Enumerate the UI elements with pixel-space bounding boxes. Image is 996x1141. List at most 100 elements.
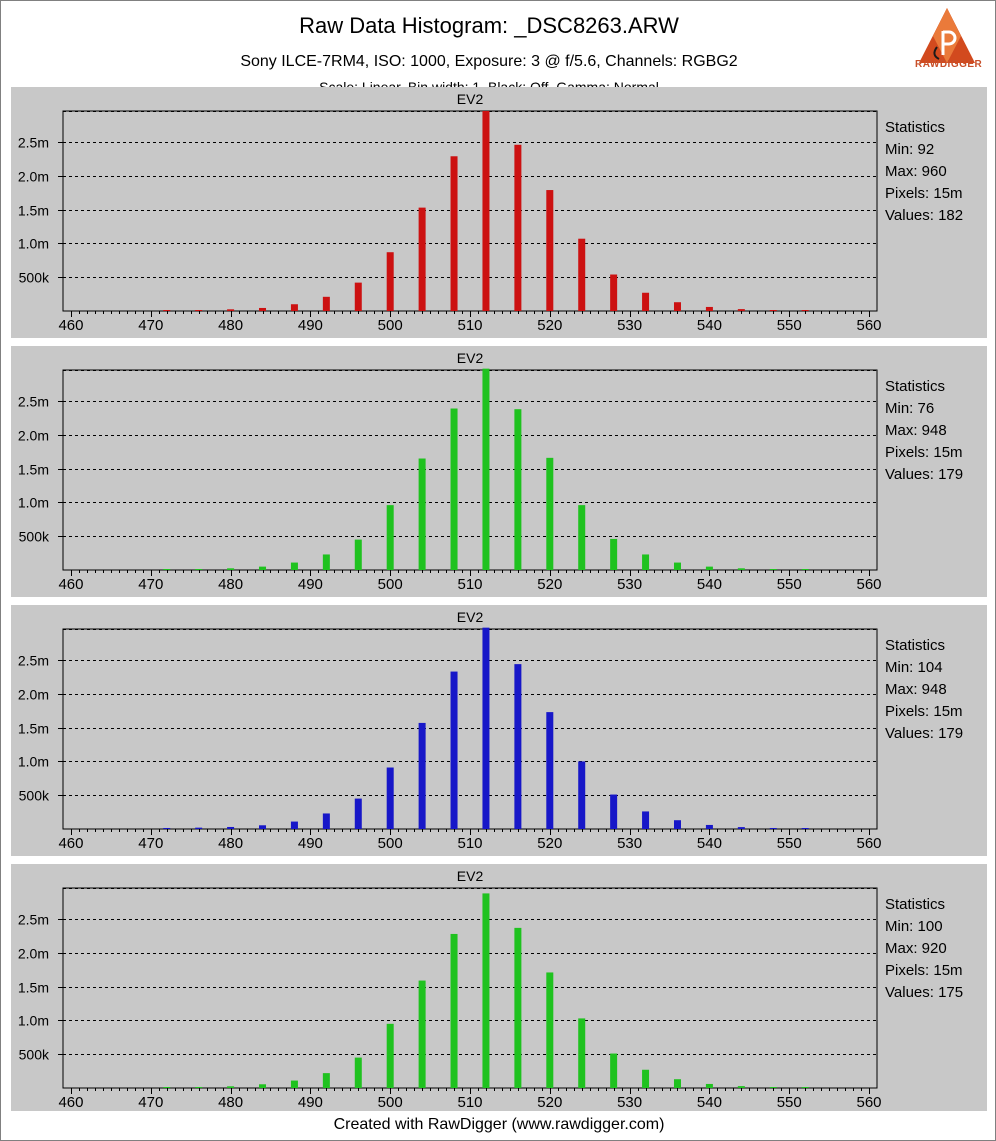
x-tick-label: 540 <box>697 317 722 334</box>
chart-title: EV2 <box>457 609 484 625</box>
histogram-bar <box>482 368 490 570</box>
histogram-bar <box>705 566 713 570</box>
histogram-bar <box>195 569 203 570</box>
histogram-bar <box>322 1073 330 1088</box>
histogram-bar <box>705 824 713 829</box>
histogram-bar <box>259 825 267 829</box>
histogram-bar <box>705 306 713 311</box>
histogram-bar <box>737 568 745 570</box>
histogram-bar <box>290 304 298 311</box>
histogram-bar <box>322 554 330 570</box>
stats-line: Values: 182 <box>885 207 963 224</box>
histogram-bar <box>259 566 267 570</box>
histogram-bar <box>386 505 394 570</box>
y-tick-label: 2.5m <box>18 135 49 151</box>
x-tick-label: 500 <box>378 835 403 852</box>
x-tick-label: 530 <box>617 317 642 334</box>
report-settings-line: Scale: Linear, Bin width: 1, Black: Off,… <box>319 79 659 89</box>
histogram-bar <box>737 1086 745 1088</box>
histogram-bar <box>546 712 554 829</box>
x-tick-label: 480 <box>218 1094 243 1111</box>
y-tick-label: 500k <box>19 270 50 286</box>
histogram-bar <box>418 722 426 829</box>
x-tick-label: 480 <box>218 576 243 593</box>
x-tick-label: 510 <box>457 835 482 852</box>
y-tick-label: 500k <box>19 1047 50 1063</box>
stats-line: Pixels: 15m <box>885 703 963 720</box>
histogram-bar <box>610 794 618 829</box>
histogram-bar <box>386 767 394 829</box>
histogram-bar <box>801 1087 809 1088</box>
histogram-bar <box>386 1023 394 1088</box>
x-tick-label: 490 <box>298 835 323 852</box>
report-header: Raw Data Histogram: _DSC8263.ARW Sony IL… <box>1 1 996 89</box>
stats-line: Min: 76 <box>885 400 934 417</box>
stats-line: Max: 948 <box>885 681 947 698</box>
y-tick-label: 2.0m <box>18 169 49 185</box>
stats-heading: Statistics <box>885 378 945 395</box>
histogram-bar <box>578 761 586 829</box>
x-tick-label: 540 <box>697 576 722 593</box>
histogram-bar <box>514 927 522 1088</box>
stats-line: Min: 100 <box>885 918 943 935</box>
histogram-bar <box>290 1080 298 1088</box>
histogram-bar <box>290 821 298 829</box>
histogram-bar <box>227 309 235 311</box>
stats-line: Pixels: 15m <box>885 444 963 461</box>
histogram-bar <box>769 827 777 829</box>
chart-title: EV2 <box>457 350 484 366</box>
histogram-bar <box>259 1084 267 1088</box>
y-tick-label: 1.5m <box>18 721 49 737</box>
x-tick-label: 550 <box>777 835 802 852</box>
histogram-bar <box>642 811 650 829</box>
x-tick-label: 460 <box>58 576 83 593</box>
stats-line: Pixels: 15m <box>885 185 963 202</box>
y-tick-label: 1.0m <box>18 236 49 252</box>
x-tick-label: 470 <box>138 576 163 593</box>
y-tick-label: 2.0m <box>18 946 49 962</box>
histogram-bar <box>227 826 235 829</box>
y-tick-label: 1.5m <box>18 980 49 996</box>
x-tick-label: 540 <box>697 835 722 852</box>
x-tick-label: 490 <box>298 317 323 334</box>
histogram-bar <box>227 1086 235 1088</box>
chart-title: EV2 <box>457 91 484 107</box>
histogram-bar <box>546 190 554 311</box>
y-tick-label: 1.0m <box>18 495 49 511</box>
stats-heading: Statistics <box>885 119 945 136</box>
stats-heading: Statistics <box>885 637 945 654</box>
histogram-bar <box>578 1018 586 1088</box>
histogram-bar <box>195 1086 203 1088</box>
histogram-panel: EV2 500k 1.0m 1.5m 2.0m 2.5m 460 470 480 490 500 51… <box>11 87 987 338</box>
histogram-bar <box>673 820 681 829</box>
histogram-bar <box>418 207 426 311</box>
x-tick-label: 560 <box>857 835 882 852</box>
y-tick-label: 500k <box>19 788 50 804</box>
y-tick-label: 1.5m <box>18 203 49 219</box>
histogram-bar <box>227 568 235 570</box>
histogram-bar <box>610 1053 618 1088</box>
histogram-bar <box>769 310 777 311</box>
rawdigger-logo-icon <box>919 8 975 63</box>
histogram-bar <box>801 828 809 829</box>
histogram-bar <box>450 671 458 829</box>
histogram-bar <box>418 458 426 570</box>
histogram-bar <box>673 562 681 570</box>
histogram-panel: EV2 500k 1.0m 1.5m 2.0m 2.5m 460 470 480 490 500 51… <box>11 864 987 1111</box>
report-subtitle: Sony ILCE-7RM4, ISO: 1000, Exposure: 3 @… <box>240 53 738 70</box>
histogram-bar <box>737 827 745 829</box>
histogram-bar <box>546 972 554 1088</box>
x-tick-label: 530 <box>617 1094 642 1111</box>
x-tick-label: 470 <box>138 317 163 334</box>
x-tick-label: 510 <box>457 1094 482 1111</box>
x-tick-label: 490 <box>298 1094 323 1111</box>
y-tick-label: 2.5m <box>18 653 49 669</box>
x-tick-label: 550 <box>777 576 802 593</box>
histogram-bar <box>673 302 681 311</box>
stats-line: Values: 175 <box>885 984 963 1001</box>
x-tick-label: 520 <box>537 576 562 593</box>
x-tick-label: 530 <box>617 576 642 593</box>
histogram-bar <box>418 980 426 1088</box>
histogram-bar <box>290 562 298 570</box>
histogram-bar <box>322 296 330 311</box>
